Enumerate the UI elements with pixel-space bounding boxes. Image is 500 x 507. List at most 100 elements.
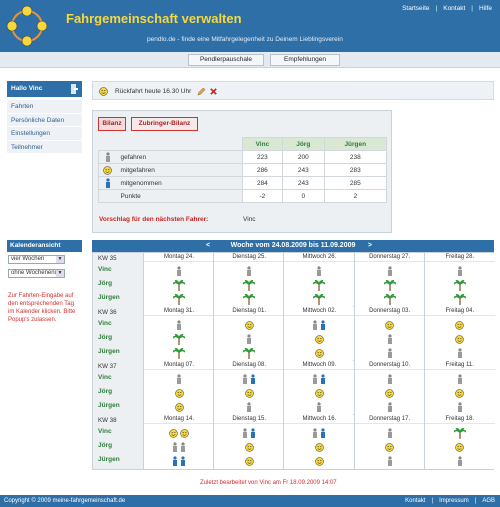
person-blue-icon: [320, 320, 326, 330]
smiley-icon: [36, 20, 48, 32]
weekend-select[interactable]: ohne Wochenende ▼: [8, 269, 65, 278]
calendar-day-cell[interactable]: Mittwoch 02.: [283, 307, 355, 361]
calendar-day-cell[interactable]: Donnerstag 10.: [353, 361, 425, 415]
smiley-icon: [244, 320, 254, 330]
calendar-day-cell[interactable]: Dienstag 15.: [213, 415, 285, 469]
footer-link-kontakt[interactable]: Kontakt: [405, 498, 426, 504]
day-label: Freitag 18.: [424, 415, 495, 424]
footer-link-impressum[interactable]: Impressum: [439, 498, 469, 504]
link-kontakt[interactable]: Kontakt: [443, 5, 466, 12]
calendar-day-cell[interactable]: Mittwoch 26.: [283, 253, 355, 307]
calendar-day-cell[interactable]: Montag 07.: [143, 361, 214, 415]
link-hilfe[interactable]: Hilfe: [478, 5, 492, 12]
day-slot: [425, 264, 495, 278]
person-gray-icon: [387, 266, 393, 276]
day-label: Mittwoch 16.: [284, 415, 355, 424]
calendar-day-cell[interactable]: Mittwoch 16.: [283, 415, 355, 469]
sidebar-item-einstellungen[interactable]: Einstellungen: [7, 127, 82, 141]
calendar-day-cell[interactable]: Donnerstag 27.: [353, 253, 425, 307]
person-gray-icon: [387, 428, 393, 438]
day-label: Dienstag 25.: [214, 253, 285, 262]
week-label-cell: KW 36 Vinc Jörg Jürgen: [93, 307, 143, 361]
day-slot: [144, 318, 214, 332]
delete-x-icon[interactable]: [209, 87, 218, 96]
day-slot: [355, 278, 425, 292]
person-gray-icon: [176, 374, 182, 384]
week-number: KW 36: [98, 309, 117, 316]
empfehlungen-button[interactable]: Empfehlungen: [270, 54, 340, 66]
calendar-week-row: KW 37 Vinc Jörg Jürgen Montag 07. Dienstag 08…: [93, 361, 495, 415]
calendar-day-cell[interactable]: Freitag 04.: [423, 307, 495, 361]
link-startseite[interactable]: Startseite: [402, 5, 430, 12]
vorschlag-name: Vinc: [243, 216, 256, 223]
smiley-icon: [385, 388, 394, 398]
person-name: Jörg: [98, 442, 113, 449]
chevron-down-icon: ▼: [56, 270, 64, 277]
palm-icon: [453, 293, 466, 305]
day-slot: [214, 332, 284, 346]
smiley-icon: [180, 428, 189, 438]
greeting-text: Hallo Vinc: [11, 85, 43, 92]
day-label: Mittwoch 09.: [284, 361, 355, 370]
logout-icon[interactable]: [71, 84, 78, 94]
edit-pencil-icon[interactable]: [197, 87, 206, 96]
table-cell: 243: [282, 176, 325, 190]
calendar-day-cell[interactable]: Mittwoch 09.: [283, 361, 355, 415]
calendar-day-cell[interactable]: Freitag 18.: [423, 415, 495, 469]
day-label: Montag 07.: [144, 361, 214, 370]
day-slot: [144, 386, 214, 400]
person-name: Vinc: [98, 266, 112, 273]
tab-bilanz[interactable]: Bilanz: [98, 117, 126, 131]
notice-text: Rückfahrt heute 16.30 Uhr: [115, 88, 192, 95]
day-label: Montag 14.: [144, 415, 214, 424]
day-slot: [284, 440, 354, 454]
footer-link-agb[interactable]: AGB: [482, 498, 495, 504]
weeks-select[interactable]: vier Wochen ▼: [8, 255, 65, 264]
footer: Copyright © 2009 meine-fahrgemeinschaft.…: [0, 495, 500, 507]
prev-week-button[interactable]: <: [206, 242, 211, 249]
calendar-day-cell[interactable]: Freitag 28.: [423, 253, 495, 307]
day-slot: [144, 332, 214, 346]
day-slot: [214, 426, 284, 440]
day-slot: [144, 440, 214, 454]
calendar-day-cell[interactable]: Dienstag 01.: [213, 307, 285, 361]
pendlerpauschale-button[interactable]: Pendlerpauschale: [188, 54, 264, 66]
day-label: Dienstag 01.: [214, 307, 285, 316]
person-gray-icon: [180, 442, 186, 452]
day-label: Dienstag 15.: [214, 415, 285, 424]
calendar-day-cell[interactable]: Donnerstag 17.: [353, 415, 425, 469]
day-slot: [214, 400, 284, 414]
calendar-day-cell[interactable]: Montag 31.: [143, 307, 214, 361]
sidebar-item-persoenliche-daten[interactable]: Persönliche Daten: [7, 113, 82, 127]
person-name: Jürgen: [98, 294, 120, 301]
calendar-day-cell[interactable]: Freitag 11.: [423, 361, 495, 415]
bilanz-table: Vinc Jörg Jürgen gefahren 223 200 238 mi…: [98, 137, 388, 203]
sidebar-item-teilnehmer[interactable]: Teilnehmer: [7, 140, 82, 154]
person-gray-icon: [246, 334, 252, 344]
palm-icon: [173, 333, 185, 345]
tab-zubringer-bilanz[interactable]: Zubringer-Bilanz: [131, 117, 198, 131]
sidebar-item-fahrten[interactable]: Fahrten: [7, 100, 82, 114]
palm-icon: [313, 279, 326, 291]
calendar-day-cell[interactable]: Dienstag 25.: [213, 253, 285, 307]
table-cell: 200: [282, 150, 325, 164]
day-label: Donnerstag 17.: [354, 415, 425, 424]
palm-icon: [383, 293, 396, 305]
sub-navigation: Pendlerpauschale Empfehlungen: [0, 52, 500, 68]
calendar-day-cell[interactable]: Donnerstag 03.: [353, 307, 425, 361]
day-slot: [355, 386, 425, 400]
day-label: Donnerstag 27.: [354, 253, 425, 262]
smiley-icon: [315, 388, 324, 398]
calendar-week-row: KW 35 Vinc Jörg Jürgen Montag 24. Dienstag 25…: [93, 253, 495, 307]
calendar-day-cell[interactable]: Montag 24.: [143, 253, 214, 307]
calendar-day-cell[interactable]: Dienstag 08.: [213, 361, 285, 415]
person-name: Vinc: [98, 428, 112, 435]
person-blue-icon: [180, 456, 186, 466]
person-gray-icon: [105, 152, 110, 162]
calendar-day-cell[interactable]: Montag 14.: [143, 415, 214, 469]
table-cell: 284: [241, 176, 284, 190]
next-week-button[interactable]: >: [367, 242, 372, 249]
person-gray-icon: [176, 266, 182, 276]
day-slot: [214, 440, 284, 454]
